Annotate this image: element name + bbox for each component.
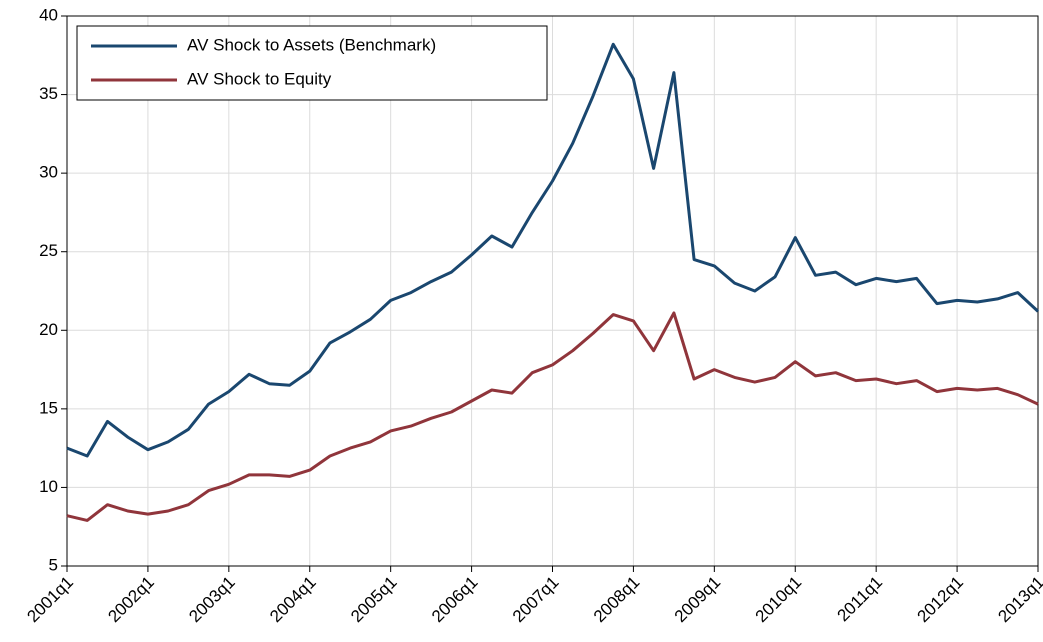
x-tick-label: 2003q1 <box>185 573 239 627</box>
x-tick-label: 2011q1 <box>834 573 887 626</box>
plot-frame <box>66 15 1039 567</box>
legend-box <box>76 25 548 101</box>
y-tick-label: 15 <box>39 398 58 417</box>
x-tick-label: 2007q1 <box>509 573 563 627</box>
x-tick-label: 2012q1 <box>914 573 968 627</box>
x-tick-label: 2004q1 <box>266 573 320 627</box>
x-tick-label: 2002q1 <box>104 573 158 627</box>
y-tick-label: 10 <box>39 477 58 496</box>
x-tick-label: 2010q1 <box>752 573 806 627</box>
y-tick-label: 40 <box>39 5 58 24</box>
x-tick-label: 2008q1 <box>590 573 644 627</box>
line-series <box>66 42 1040 458</box>
y-tick-label: 30 <box>39 163 58 182</box>
x-tick-label: 2005q1 <box>347 573 401 627</box>
x-tick-label: 2001q1 <box>23 573 77 627</box>
legend-label: AV Shock to Equity <box>187 69 332 88</box>
y-tick-label: 5 <box>49 555 58 574</box>
legend-label: AV Shock to Assets (Benchmark) <box>187 35 436 54</box>
y-tick-label: 25 <box>39 241 58 260</box>
x-tick-label: 2006q1 <box>428 573 482 627</box>
y-tick-label: 35 <box>39 84 58 103</box>
x-tick-label: 2009q1 <box>671 573 725 627</box>
x-tick-label: 2013q1 <box>994 573 1043 627</box>
y-tick-label: 20 <box>39 320 58 339</box>
line-series <box>66 311 1039 522</box>
